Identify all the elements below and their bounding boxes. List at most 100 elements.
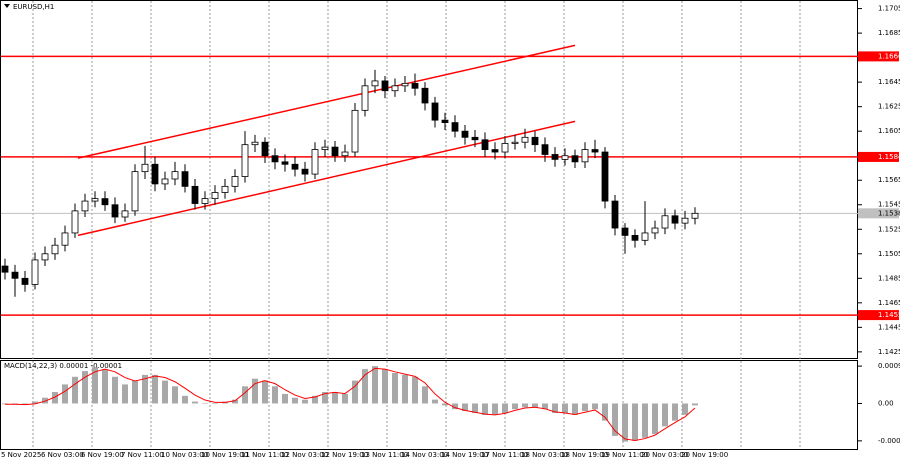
macd-bar bbox=[182, 395, 188, 404]
candle-body bbox=[331, 146, 339, 157]
candle-body bbox=[631, 234, 639, 241]
macd-bar bbox=[402, 374, 408, 404]
candle-body bbox=[201, 198, 209, 204]
macd-bar bbox=[82, 371, 88, 404]
macd-bar bbox=[342, 393, 348, 404]
macd-bar bbox=[562, 403, 568, 414]
candle-body bbox=[371, 80, 379, 87]
macd-bar bbox=[332, 392, 338, 404]
macd-bar bbox=[672, 403, 678, 421]
trend-line bbox=[77, 44, 576, 159]
macd-bar bbox=[162, 380, 168, 404]
candle-body bbox=[341, 151, 349, 157]
macd-bar bbox=[102, 369, 108, 404]
macd-bar bbox=[232, 399, 238, 404]
candle-body bbox=[681, 217, 689, 224]
current-price-label: 1.1538 bbox=[878, 209, 900, 217]
macd-bar bbox=[242, 386, 248, 404]
candle-body bbox=[501, 143, 509, 153]
x-tick-label: 20 Nov 03:00 bbox=[641, 451, 688, 459]
y-tick-label: 1.1545 bbox=[878, 201, 900, 209]
x-tick-label: 7 Nov 11:00 bbox=[121, 451, 164, 459]
x-tick-label: 11 Nov 11:00 bbox=[241, 451, 288, 459]
candle-body bbox=[361, 85, 369, 111]
candle-body bbox=[171, 171, 179, 180]
macd-bar bbox=[582, 403, 588, 412]
x-tick-label: 19 Nov 11:00 bbox=[601, 451, 648, 459]
candle-body bbox=[191, 185, 199, 204]
candle-body bbox=[211, 192, 219, 200]
candle-body bbox=[641, 232, 649, 241]
x-tick-label: 18 Nov 03:00 bbox=[521, 451, 568, 459]
macd-bar bbox=[532, 403, 538, 408]
candle-body bbox=[11, 271, 19, 279]
level-box bbox=[858, 151, 899, 162]
candle-body bbox=[381, 80, 389, 92]
macd-bar bbox=[142, 374, 148, 404]
macd-bar bbox=[542, 403, 548, 410]
macd-bar bbox=[272, 386, 278, 404]
macd-bar bbox=[282, 393, 288, 404]
macd-bar bbox=[132, 380, 138, 404]
candle-body bbox=[351, 109, 359, 153]
macd-bar bbox=[422, 386, 428, 404]
candle-body bbox=[541, 144, 549, 155]
x-tick-label: 10 Nov 03:00 bbox=[161, 451, 208, 459]
macd-bar bbox=[462, 403, 468, 412]
candle-body bbox=[471, 136, 479, 141]
y-tick-label: 1.1525 bbox=[878, 225, 900, 233]
macd-bar bbox=[62, 384, 68, 404]
candle-body bbox=[41, 253, 49, 261]
candle-body bbox=[121, 210, 129, 218]
candle-body bbox=[61, 232, 69, 246]
candle-body bbox=[391, 85, 399, 92]
macd-bar bbox=[202, 403, 208, 404]
y-tick-label: 1.1425 bbox=[878, 348, 900, 356]
macd-bar bbox=[412, 376, 418, 404]
macd-bar bbox=[372, 366, 378, 404]
x-tick-label: 10 Nov 19:00 bbox=[201, 451, 248, 459]
menu-arrow bbox=[4, 4, 10, 8]
macd-bar bbox=[312, 395, 318, 404]
x-tick-label: 20 Nov 19:00 bbox=[681, 451, 728, 459]
macd-bar bbox=[662, 403, 668, 427]
macd-bar bbox=[602, 403, 608, 421]
y-tick-label: 1.1645 bbox=[878, 78, 900, 86]
candle-body bbox=[411, 82, 419, 89]
candle-body bbox=[571, 155, 579, 163]
macd-bar bbox=[632, 403, 638, 441]
candle-body bbox=[131, 171, 139, 212]
x-tick-label: 13 Nov 11:00 bbox=[361, 451, 408, 459]
candle-body bbox=[521, 136, 529, 143]
macd-bar bbox=[592, 403, 598, 410]
macd-bar bbox=[92, 367, 98, 404]
y-tick-label: 1.1485 bbox=[878, 274, 900, 282]
candle-body bbox=[111, 204, 119, 218]
x-tick-label: 12 Nov 03:00 bbox=[281, 451, 328, 459]
macd-bar bbox=[112, 376, 118, 404]
x-tick-label: 6 Nov 03:00 bbox=[41, 451, 84, 459]
macd-bar bbox=[152, 374, 158, 404]
level-label: 1.1584 bbox=[878, 153, 900, 161]
candle-body bbox=[401, 82, 409, 87]
macd-bar bbox=[442, 403, 448, 406]
macd-bar bbox=[32, 401, 38, 404]
macd-bar bbox=[392, 372, 398, 404]
macd-bar bbox=[642, 403, 648, 438]
level-box bbox=[858, 310, 899, 321]
y-tick-label: 1.1625 bbox=[878, 103, 900, 111]
level-box bbox=[858, 51, 899, 62]
macd-bar bbox=[682, 403, 688, 415]
candle-body bbox=[51, 244, 59, 255]
macd-bar bbox=[322, 392, 328, 404]
x-tick-label: 14 Nov 19:00 bbox=[441, 451, 488, 459]
candle-body bbox=[661, 215, 669, 229]
macd-bar bbox=[572, 403, 578, 415]
macd-bar bbox=[522, 403, 528, 408]
macd-bar bbox=[512, 403, 518, 410]
macd-panel bbox=[0, 360, 858, 450]
candle-body bbox=[271, 155, 279, 163]
chart-title: EURUSD,H1 bbox=[13, 3, 54, 11]
